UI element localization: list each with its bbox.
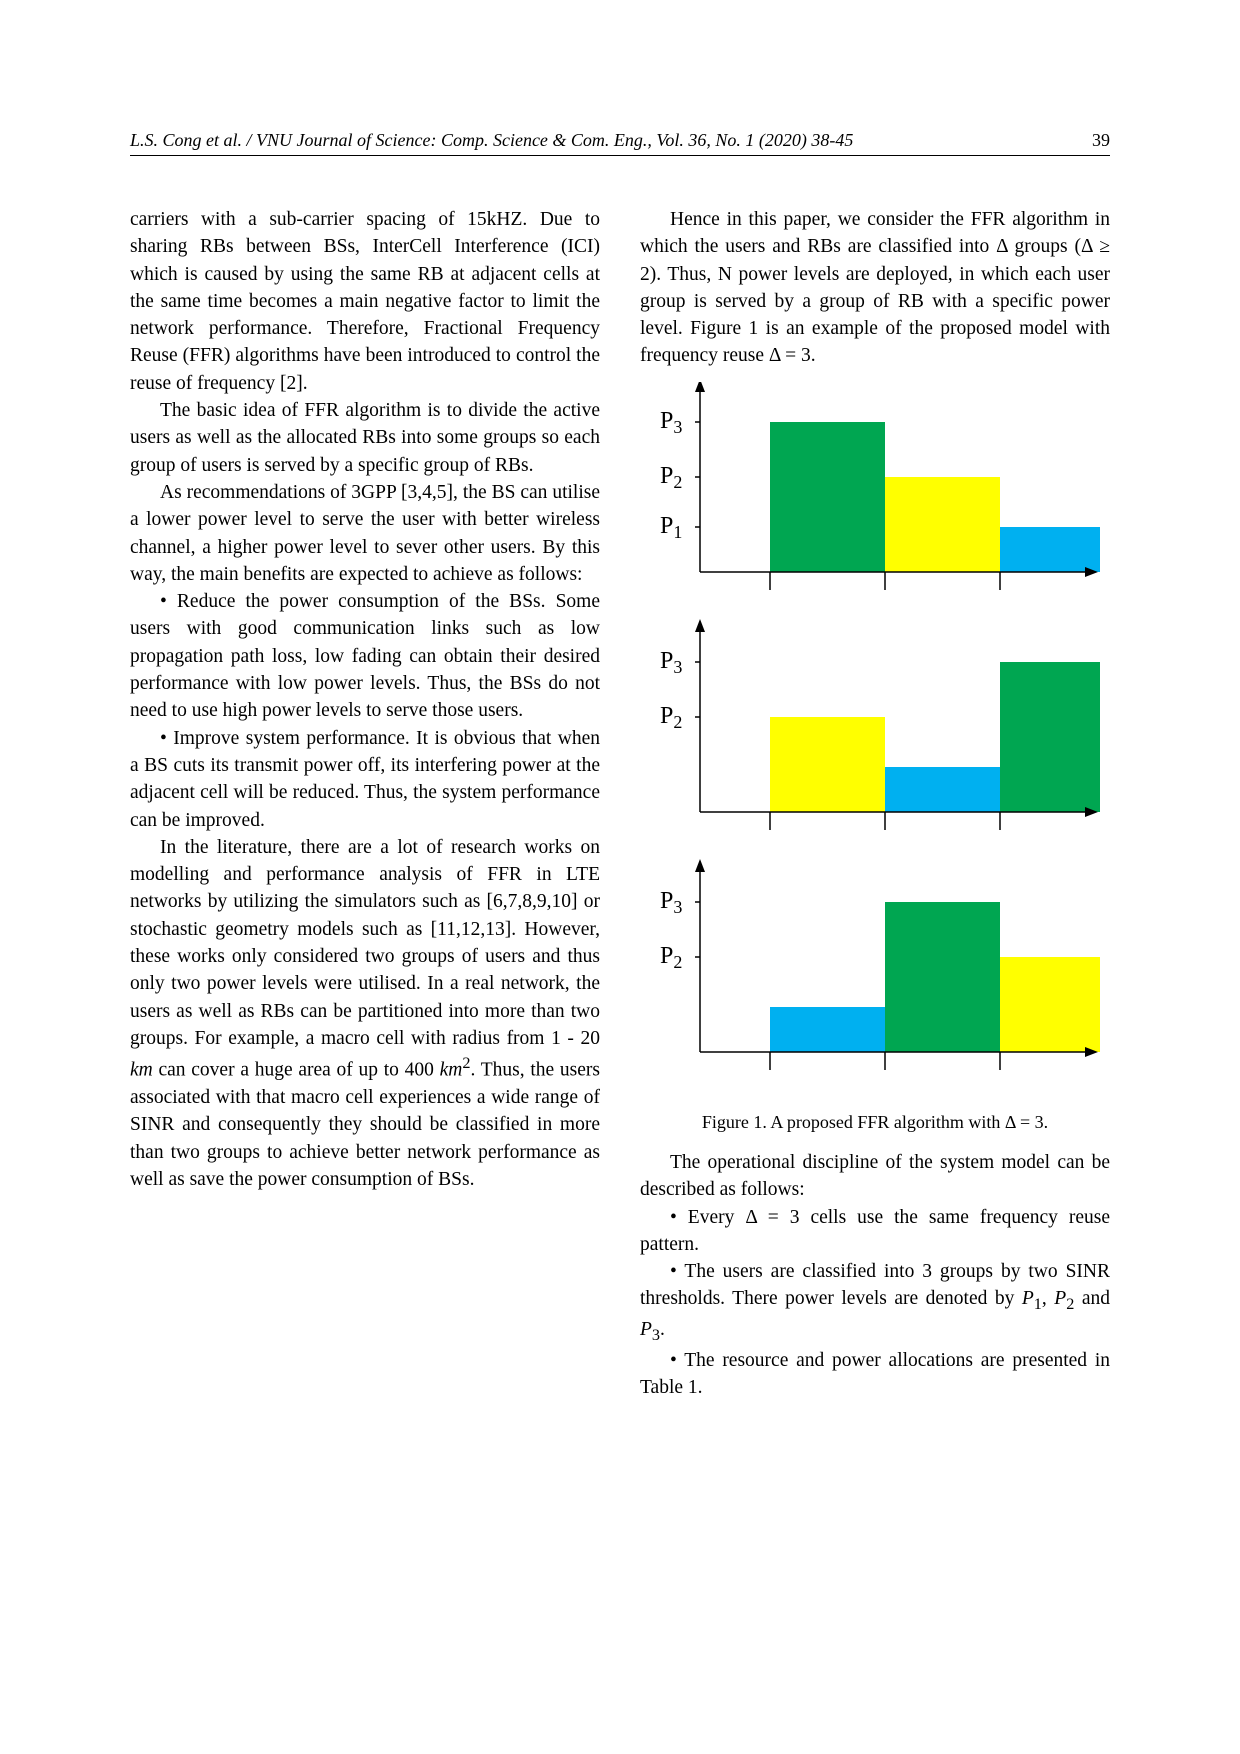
text: .	[660, 1319, 665, 1340]
paragraph: • The users are classified into 3 groups…	[640, 1258, 1110, 1347]
figure-caption: Figure 1. A proposed FFR algorithm with …	[640, 1110, 1110, 1135]
text: In the literature, there are a lot of re…	[130, 837, 600, 1049]
svg-text:P1: P1	[660, 513, 682, 542]
running-header: L.S. Cong et al. / VNU Journal of Scienc…	[130, 130, 1110, 156]
ffr-diagram: P3 P2 P1 P3 P2 P3 P2	[640, 382, 1100, 1102]
subscript: 1	[1034, 1295, 1042, 1313]
svg-text:P3: P3	[660, 648, 682, 677]
P-var: P	[640, 1319, 652, 1340]
right-column: Hence in this paper, we consider the FFR…	[640, 206, 1110, 1401]
paragraph: • Reduce the power consumption of the BS…	[130, 588, 600, 724]
paragraph: In the literature, there are a lot of re…	[130, 834, 600, 1193]
paragraph: • The resource and power allocations are…	[640, 1347, 1110, 1402]
P-var: P	[1054, 1288, 1066, 1309]
paragraph: • Improve system performance. It is obvi…	[130, 725, 600, 834]
subscript: 3	[652, 1326, 660, 1344]
svg-text:P3: P3	[660, 888, 682, 917]
figure-1: P3 P2 P1 P3 P2 P3 P2	[640, 382, 1110, 1102]
two-column-layout: carriers with a sub-carrier spacing of 1…	[130, 206, 1110, 1401]
page-number: 39	[1092, 130, 1110, 151]
paragraph: The operational discipline of the system…	[640, 1149, 1110, 1204]
text: ,	[1042, 1288, 1054, 1309]
left-column: carriers with a sub-carrier spacing of 1…	[130, 206, 600, 1401]
superscript: 2	[462, 1054, 470, 1072]
header-citation: L.S. Cong et al. / VNU Journal of Scienc…	[130, 130, 1062, 151]
paragraph: The basic idea of FFR algorithm is to di…	[130, 397, 600, 479]
svg-text:P3: P3	[660, 408, 682, 437]
P-var: P	[1022, 1288, 1034, 1309]
svg-text:P2: P2	[660, 703, 682, 732]
text: can cover a huge area of up to 400	[153, 1060, 440, 1081]
km2-unit: km	[440, 1060, 463, 1081]
paragraph: Hence in this paper, we consider the FFR…	[640, 206, 1110, 370]
svg-text:P2: P2	[660, 463, 682, 492]
paragraph: • Every Δ = 3 cells use the same frequen…	[640, 1204, 1110, 1259]
km-unit: km	[130, 1060, 153, 1081]
svg-text:P2: P2	[660, 943, 682, 972]
text: and	[1074, 1288, 1110, 1309]
paragraph: As recommendations of 3GPP [3,4,5], the …	[130, 479, 600, 588]
paragraph: carriers with a sub-carrier spacing of 1…	[130, 206, 600, 397]
